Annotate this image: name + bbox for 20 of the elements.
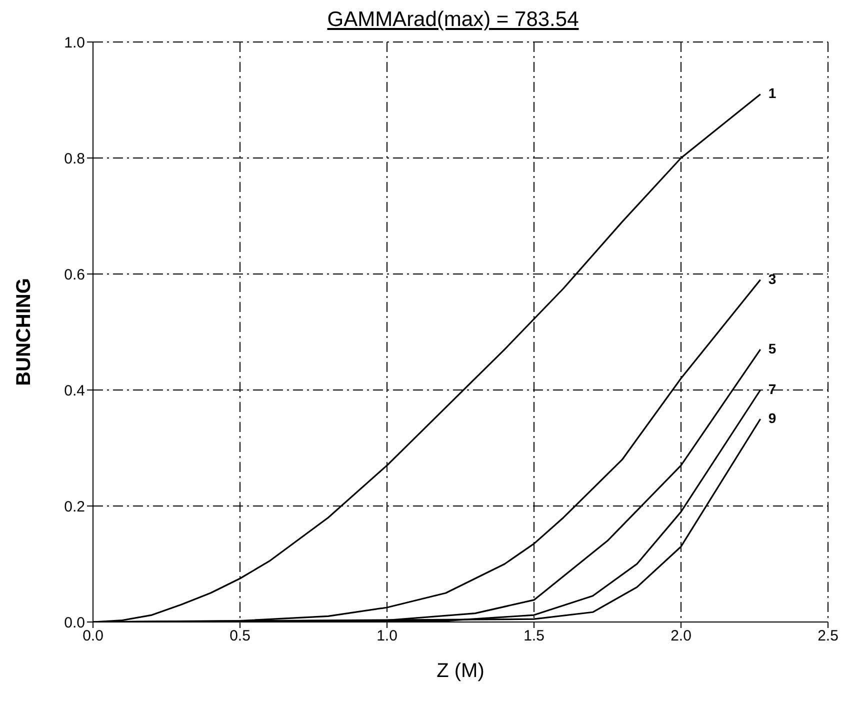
- chart-title: GAMMArad(max) = 783.54: [326, 8, 580, 32]
- y-tick-label: 0.4: [64, 382, 85, 400]
- y-tick-label: 0.8: [64, 150, 85, 168]
- series-label: 3: [768, 270, 776, 287]
- y-tick-label: 0.6: [64, 266, 85, 284]
- y-tick-label: 1.0: [64, 34, 85, 52]
- series-label: 7: [768, 381, 776, 397]
- series-label: 5: [768, 340, 776, 356]
- x-tick-label: 1.5: [524, 628, 544, 645]
- x-tick-label: 1.0: [376, 628, 398, 645]
- y-axis-title: BUNCHING: [13, 278, 36, 386]
- x-axis-title: Z (M): [436, 660, 484, 682]
- x-tick-label: 0.0: [82, 628, 104, 645]
- x-tick-label: 2.5: [818, 628, 838, 645]
- x-tick-label: 2.0: [670, 628, 692, 645]
- series-label: 9: [768, 410, 776, 426]
- y-tick-label: 0.0: [64, 614, 85, 632]
- x-tick-label: 0.5: [230, 628, 250, 645]
- y-tick-label: 0.2: [64, 498, 85, 516]
- series-label: 1: [768, 85, 776, 102]
